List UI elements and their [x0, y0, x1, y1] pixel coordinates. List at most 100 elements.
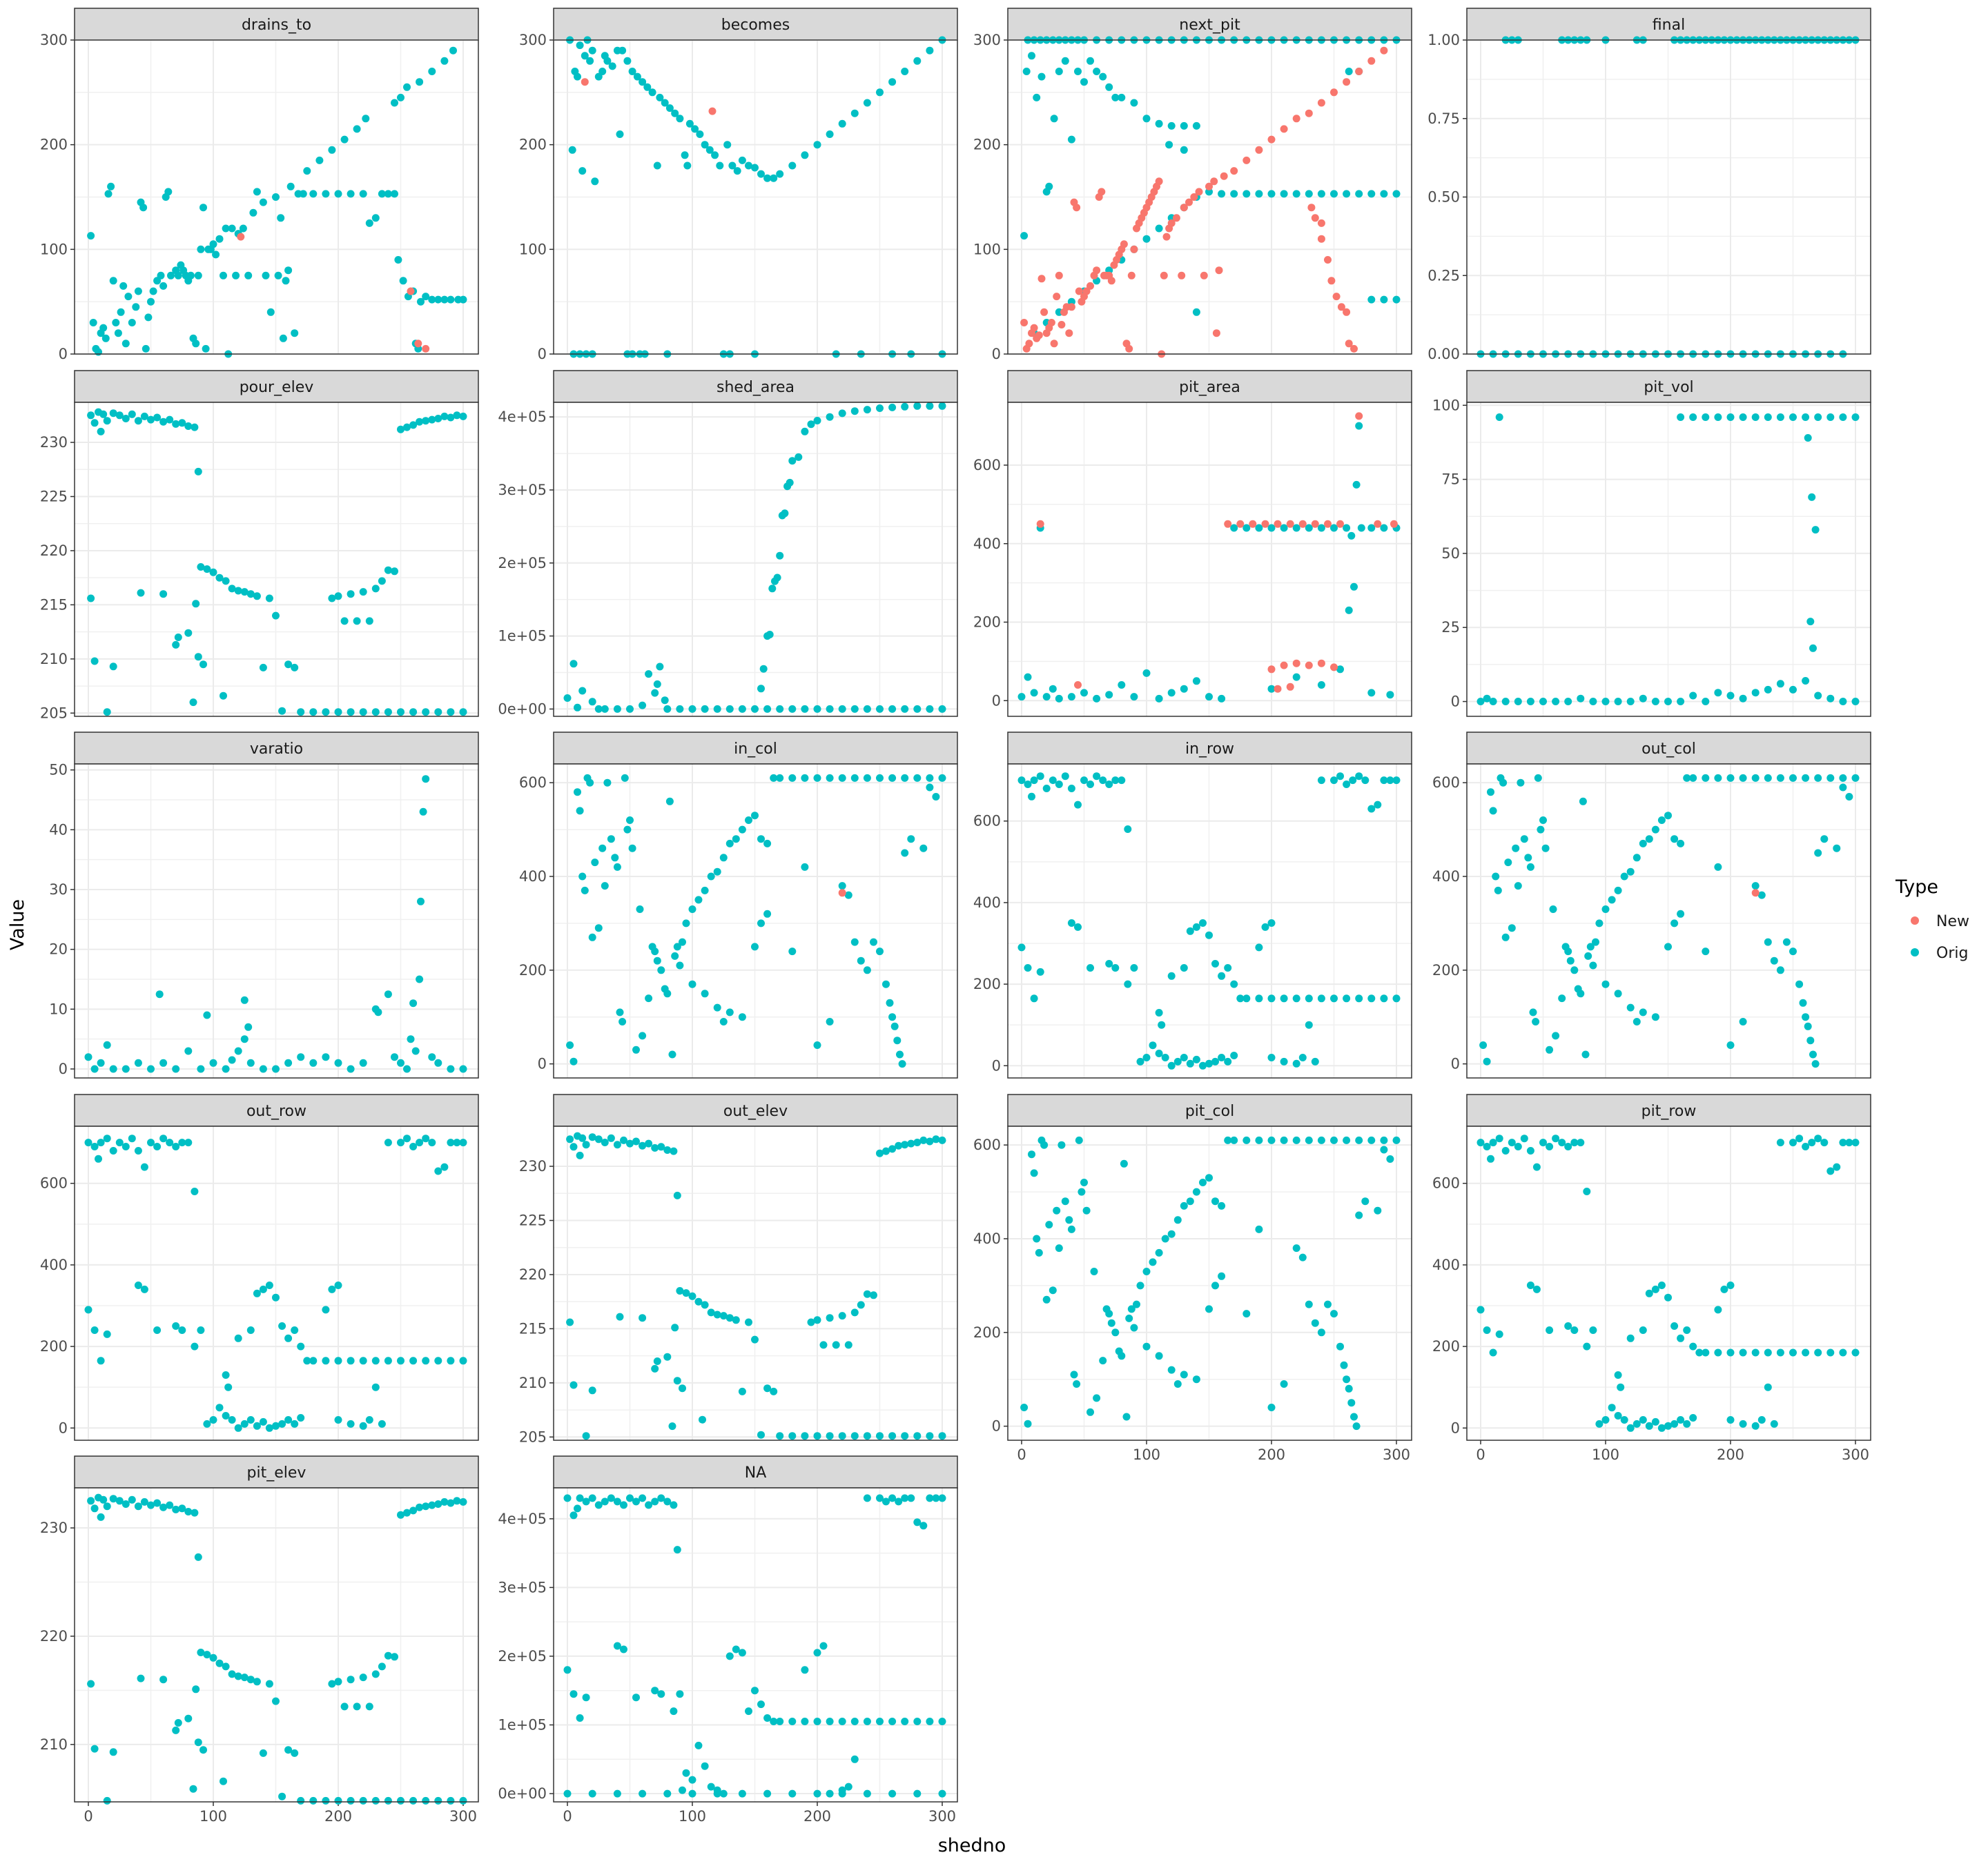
data-point [1155, 177, 1163, 186]
facet-strip [1007, 1094, 1412, 1127]
data-point [234, 1424, 242, 1432]
data-point [134, 1502, 142, 1511]
data-point [215, 573, 224, 582]
data-point [786, 478, 794, 487]
data-point [1142, 115, 1151, 123]
data-point [913, 705, 922, 713]
data-point [732, 835, 740, 843]
data-point [422, 1135, 430, 1143]
data-point [1330, 663, 1338, 671]
data-point [838, 1312, 846, 1320]
data-point [409, 1506, 418, 1515]
data-point [1355, 1136, 1363, 1144]
data-point [422, 708, 430, 716]
data-point [618, 46, 627, 55]
y-tick-label: 25 [1441, 619, 1460, 636]
data-point [1133, 1300, 1140, 1308]
data-point [938, 774, 946, 782]
data-point [259, 663, 267, 671]
data-point [1127, 271, 1136, 279]
data-point [1292, 1244, 1300, 1253]
data-point [259, 1285, 267, 1293]
data-point [277, 214, 285, 222]
data-point [1036, 968, 1044, 976]
data-point [103, 1330, 111, 1338]
panel-border [74, 1487, 479, 1803]
data-point [434, 295, 442, 304]
data-point [272, 1697, 280, 1705]
data-point [694, 896, 703, 904]
data-point [1305, 1021, 1313, 1029]
data-point [1651, 1285, 1659, 1293]
data-point [1080, 776, 1088, 785]
panel-border [553, 1126, 958, 1441]
data-point [1017, 693, 1026, 701]
data-point [882, 1498, 890, 1506]
facet-strip-label: pit_area [1179, 379, 1240, 396]
data-point [440, 1498, 449, 1506]
data-point [184, 422, 193, 430]
data-point [353, 1702, 361, 1711]
data-point [626, 816, 634, 824]
y-tick-label: 200 [973, 614, 1001, 631]
data-point [1355, 422, 1363, 430]
data-point [197, 563, 205, 571]
data-point [1065, 329, 1073, 337]
data-point [1826, 413, 1835, 421]
data-point [1689, 1414, 1697, 1422]
data-point [1324, 1300, 1332, 1308]
data-point [422, 344, 430, 353]
data-point [199, 660, 207, 669]
data-point [926, 402, 934, 410]
data-point [253, 1422, 261, 1430]
data-point [863, 406, 871, 414]
data-point [670, 1707, 678, 1716]
data-point [1130, 964, 1138, 972]
data-point [1839, 413, 1847, 421]
data-point [234, 587, 242, 595]
data-point [1355, 412, 1363, 420]
data-point [926, 705, 934, 713]
data-point [1030, 324, 1038, 332]
data-point [901, 849, 909, 857]
data-point [1539, 1139, 1547, 1147]
data-point [682, 1289, 690, 1297]
facet-strip [1007, 8, 1412, 41]
data-point [1292, 1059, 1300, 1068]
data-point [97, 1357, 105, 1365]
data-point [1776, 413, 1784, 421]
data-point [1614, 1412, 1622, 1420]
data-point [701, 990, 709, 998]
data-point [447, 1139, 455, 1147]
data-point [745, 1318, 752, 1326]
data-point [657, 1494, 665, 1502]
data-point [1664, 943, 1672, 951]
data-point [159, 1676, 168, 1684]
data-point [938, 402, 946, 410]
data-point [844, 891, 852, 899]
data-point [397, 708, 405, 716]
data-point [1639, 1416, 1647, 1424]
data-point [578, 1134, 587, 1142]
data-point [1330, 776, 1338, 785]
data-point [1751, 1422, 1760, 1430]
data-point [134, 1282, 142, 1289]
data-point [1504, 858, 1512, 867]
data-point [1047, 319, 1055, 326]
data-point [1067, 303, 1075, 311]
data-point [738, 156, 746, 164]
data-point [926, 1137, 934, 1146]
data-point [384, 1139, 392, 1147]
data-point [1726, 1348, 1735, 1357]
data-point [1839, 698, 1847, 705]
data-point [1776, 680, 1784, 688]
data-point [1367, 994, 1376, 1003]
data-point [84, 1053, 92, 1061]
data-point [1657, 1282, 1666, 1289]
data-point [1802, 677, 1810, 685]
data-point [1776, 1139, 1784, 1147]
data-point [1280, 1057, 1288, 1066]
data-point [434, 1059, 442, 1067]
data-point [99, 324, 108, 332]
data-point [1330, 994, 1338, 1003]
